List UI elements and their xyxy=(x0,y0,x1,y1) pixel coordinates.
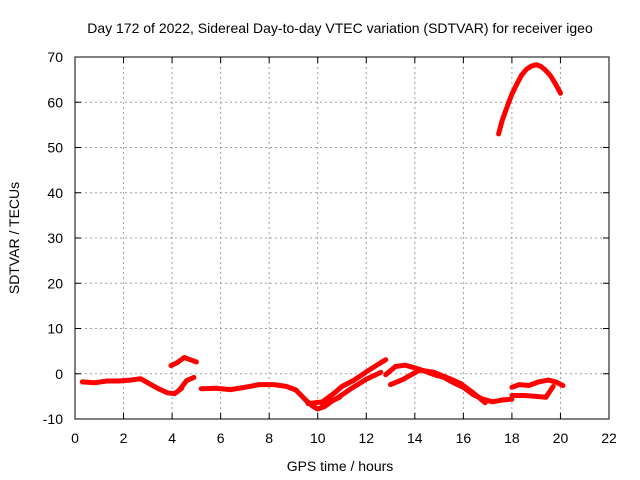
y-tick-label: 50 xyxy=(47,140,63,156)
series-line-9 xyxy=(509,377,566,390)
y-tick-label: -10 xyxy=(43,411,63,427)
series-line-8 xyxy=(388,367,488,406)
chart-title: Day 172 of 2022, Sidereal Day-to-day VTE… xyxy=(87,20,593,36)
y-tick-label: 20 xyxy=(47,275,63,291)
x-tick-label: 20 xyxy=(553,430,569,446)
y-tick-label: 0 xyxy=(55,366,63,382)
x-tick-label: 14 xyxy=(407,430,423,446)
series-line-6 xyxy=(320,369,384,407)
y-tick-label: 70 xyxy=(47,49,63,65)
series-line-2 xyxy=(168,355,199,369)
y-tick-label: 30 xyxy=(47,230,63,246)
series-line-4 xyxy=(198,382,343,412)
x-tick-label: 16 xyxy=(456,430,472,446)
series-line-7 xyxy=(383,362,515,405)
x-tick-label: 6 xyxy=(217,430,225,446)
y-axis-label: SDTVAR / TECUs xyxy=(6,182,22,294)
y-tick-label: 10 xyxy=(47,321,63,337)
y-tick-label: 40 xyxy=(47,185,63,201)
y-tick-label: 60 xyxy=(47,94,63,110)
x-tick-label: 4 xyxy=(168,430,176,446)
x-tick-label: 10 xyxy=(310,430,326,446)
axis-ticks: 0 2 4 6 8 10 12 14 16 18 20 22 -10 0 10 20 30 40 50 60 70 xyxy=(43,49,617,446)
data-series xyxy=(79,62,566,412)
series-line-5 xyxy=(305,357,389,407)
plot-frame xyxy=(74,56,610,420)
series-line-1 xyxy=(79,376,185,397)
x-axis-label: GPS time / hours xyxy=(287,458,394,474)
x-tick-label: 12 xyxy=(358,430,374,446)
x-tick-label: 22 xyxy=(601,430,617,446)
x-tick-label: 18 xyxy=(504,430,520,446)
series-line-10 xyxy=(509,383,556,400)
series-line-3 xyxy=(176,374,197,393)
x-tick-label: 2 xyxy=(120,430,128,446)
grid xyxy=(75,57,609,419)
x-tick-label: 8 xyxy=(265,430,273,446)
x-tick-label: 0 xyxy=(71,430,79,446)
series-line-11 xyxy=(496,62,563,137)
